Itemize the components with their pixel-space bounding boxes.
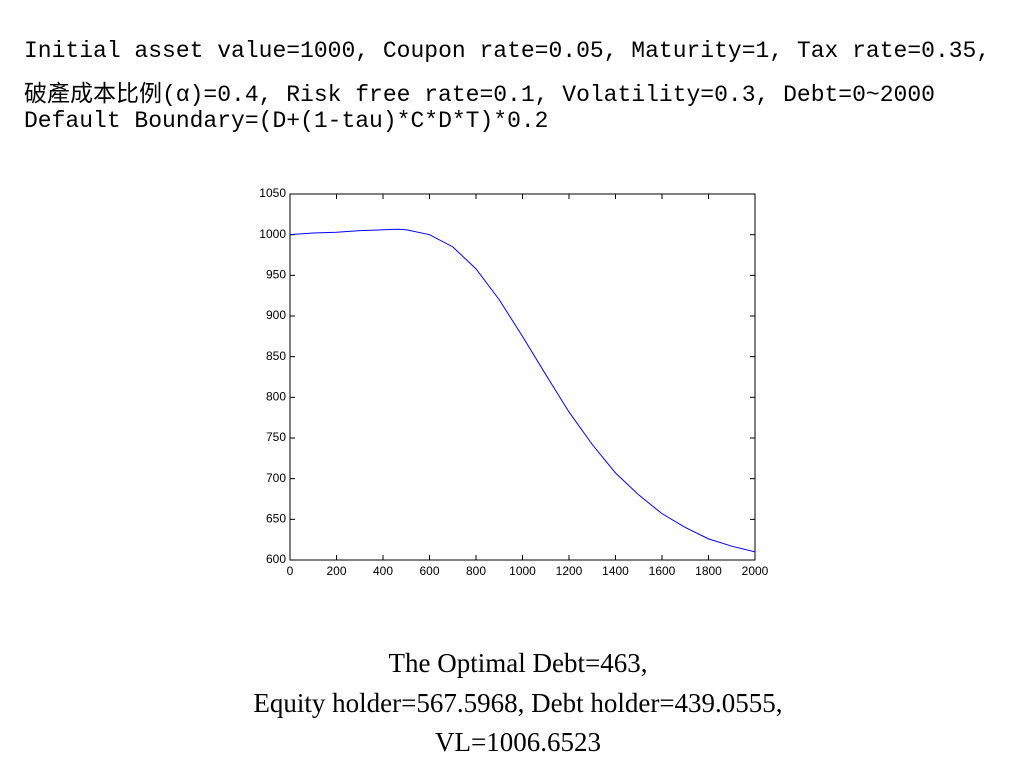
x-tick-label: 0 bbox=[287, 564, 294, 578]
x-tick-label: 1000 bbox=[509, 564, 536, 578]
plot-frame bbox=[289, 193, 756, 561]
x-tick-label: 2000 bbox=[742, 564, 769, 578]
header-line: 破產成本比例(α)=0.4, Risk free rate=0.1, Volat… bbox=[24, 82, 935, 108]
header-line: Initial asset value=1000, Coupon rate=0.… bbox=[24, 38, 991, 64]
footer-line: Equity holder=567.5968, Debt holder=439.… bbox=[253, 688, 783, 718]
y-tick-label: 650 bbox=[266, 512, 286, 526]
y-tick-label: 800 bbox=[266, 390, 286, 404]
footer-line: The Optimal Debt=463, bbox=[388, 648, 648, 678]
footer-line: VL=1006.6523 bbox=[435, 727, 601, 757]
y-tick-label: 1050 bbox=[259, 186, 286, 200]
y-tick-label: 900 bbox=[266, 308, 286, 322]
x-tick-label: 200 bbox=[326, 564, 346, 578]
x-tick-label: 1200 bbox=[556, 564, 583, 578]
y-tick-label: 600 bbox=[266, 552, 286, 566]
x-tick-label: 1800 bbox=[695, 564, 722, 578]
x-tick-label: 1400 bbox=[602, 564, 629, 578]
y-tick-label: 700 bbox=[266, 471, 286, 485]
y-tick-label: 950 bbox=[266, 268, 286, 282]
y-tick-label: 1000 bbox=[259, 227, 286, 241]
x-tick-label: 600 bbox=[419, 564, 439, 578]
x-tick-label: 800 bbox=[466, 564, 486, 578]
y-tick-label: 750 bbox=[266, 430, 286, 444]
y-tick-label: 850 bbox=[266, 349, 286, 363]
x-tick-label: 1600 bbox=[649, 564, 676, 578]
data-line bbox=[289, 228, 756, 553]
x-tick-label: 400 bbox=[373, 564, 393, 578]
header-line: Default Boundary=(D+(1-tau)*C*D*T)*0.2 bbox=[24, 108, 549, 134]
